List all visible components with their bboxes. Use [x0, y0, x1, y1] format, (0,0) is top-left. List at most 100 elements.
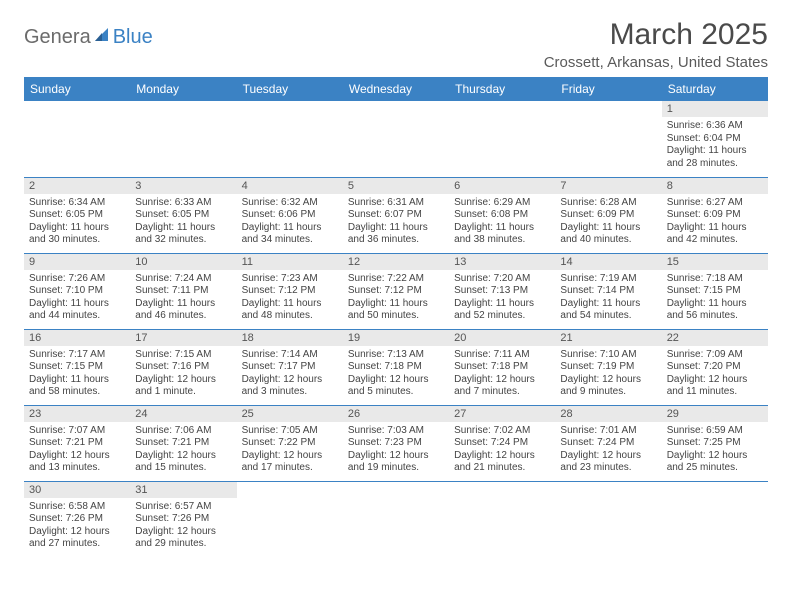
day-dl: Daylight: 12 hours and 7 minutes. — [454, 374, 550, 399]
calendar-day-cell — [343, 101, 449, 177]
day-ss: Sunset: 7:16 PM — [135, 361, 231, 374]
day-details: Sunrise: 6:58 AMSunset: 7:26 PMDaylight:… — [24, 498, 130, 555]
day-details: Sunrise: 7:15 AMSunset: 7:16 PMDaylight:… — [130, 346, 236, 403]
page-header: Genera Blue March 2025 Crossett, Arkansa… — [24, 18, 768, 71]
calendar-day-cell: 19Sunrise: 7:13 AMSunset: 7:18 PMDayligh… — [343, 329, 449, 405]
day-number: 22 — [662, 330, 768, 346]
day-ss: Sunset: 7:12 PM — [348, 285, 444, 298]
day-number: 1 — [662, 101, 768, 117]
day-number: 8 — [662, 178, 768, 194]
day-details: Sunrise: 7:22 AMSunset: 7:12 PMDaylight:… — [343, 270, 449, 327]
calendar-body: 1Sunrise: 6:36 AMSunset: 6:04 PMDaylight… — [24, 101, 768, 557]
day-details: Sunrise: 6:27 AMSunset: 6:09 PMDaylight:… — [662, 194, 768, 251]
day-details: Sunrise: 7:10 AMSunset: 7:19 PMDaylight:… — [555, 346, 661, 403]
calendar-day-cell — [449, 481, 555, 557]
calendar-day-cell: 26Sunrise: 7:03 AMSunset: 7:23 PMDayligh… — [343, 405, 449, 481]
day-sr: Sunrise: 6:33 AM — [135, 197, 231, 210]
day-dl: Daylight: 11 hours and 42 minutes. — [667, 222, 763, 247]
day-details: Sunrise: 7:09 AMSunset: 7:20 PMDaylight:… — [662, 346, 768, 403]
day-ss: Sunset: 6:05 PM — [29, 209, 125, 222]
day-sr: Sunrise: 7:14 AM — [242, 349, 338, 362]
day-details: Sunrise: 7:17 AMSunset: 7:15 PMDaylight:… — [24, 346, 130, 403]
day-sr: Sunrise: 6:27 AM — [667, 197, 763, 210]
day-dl: Daylight: 11 hours and 28 minutes. — [667, 145, 763, 170]
calendar-day-cell — [237, 481, 343, 557]
calendar-day-cell: 11Sunrise: 7:23 AMSunset: 7:12 PMDayligh… — [237, 253, 343, 329]
day-details: Sunrise: 7:23 AMSunset: 7:12 PMDaylight:… — [237, 270, 343, 327]
day-details: Sunrise: 7:14 AMSunset: 7:17 PMDaylight:… — [237, 346, 343, 403]
day-details: Sunrise: 6:34 AMSunset: 6:05 PMDaylight:… — [24, 194, 130, 251]
day-dl: Daylight: 12 hours and 13 minutes. — [29, 450, 125, 475]
weekday-header-row: SundayMondayTuesdayWednesdayThursdayFrid… — [24, 77, 768, 101]
day-ss: Sunset: 7:23 PM — [348, 437, 444, 450]
calendar-day-cell: 5Sunrise: 6:31 AMSunset: 6:07 PMDaylight… — [343, 177, 449, 253]
day-ss: Sunset: 7:24 PM — [454, 437, 550, 450]
day-number: 19 — [343, 330, 449, 346]
day-details: Sunrise: 7:13 AMSunset: 7:18 PMDaylight:… — [343, 346, 449, 403]
day-number: 25 — [237, 406, 343, 422]
day-number: 10 — [130, 254, 236, 270]
title-block: March 2025 Crossett, Arkansas, United St… — [544, 18, 768, 71]
day-number: 13 — [449, 254, 555, 270]
calendar-day-cell: 18Sunrise: 7:14 AMSunset: 7:17 PMDayligh… — [237, 329, 343, 405]
month-title: March 2025 — [544, 18, 768, 52]
day-dl: Daylight: 12 hours and 15 minutes. — [135, 450, 231, 475]
day-sr: Sunrise: 6:57 AM — [135, 501, 231, 514]
day-number: 21 — [555, 330, 661, 346]
calendar-day-cell: 20Sunrise: 7:11 AMSunset: 7:18 PMDayligh… — [449, 329, 555, 405]
day-sr: Sunrise: 7:18 AM — [667, 273, 763, 286]
day-number: 30 — [24, 482, 130, 498]
day-sr: Sunrise: 7:24 AM — [135, 273, 231, 286]
day-details: Sunrise: 7:11 AMSunset: 7:18 PMDaylight:… — [449, 346, 555, 403]
day-sr: Sunrise: 7:22 AM — [348, 273, 444, 286]
calendar-day-cell: 30Sunrise: 6:58 AMSunset: 7:26 PMDayligh… — [24, 481, 130, 557]
day-details: Sunrise: 6:59 AMSunset: 7:25 PMDaylight:… — [662, 422, 768, 479]
day-ss: Sunset: 6:08 PM — [454, 209, 550, 222]
day-dl: Daylight: 12 hours and 21 minutes. — [454, 450, 550, 475]
day-sr: Sunrise: 7:07 AM — [29, 425, 125, 438]
day-details: Sunrise: 6:32 AMSunset: 6:06 PMDaylight:… — [237, 194, 343, 251]
day-dl: Daylight: 12 hours and 23 minutes. — [560, 450, 656, 475]
day-dl: Daylight: 12 hours and 27 minutes. — [29, 526, 125, 551]
day-sr: Sunrise: 7:17 AM — [29, 349, 125, 362]
day-dl: Daylight: 11 hours and 58 minutes. — [29, 374, 125, 399]
day-ss: Sunset: 7:14 PM — [560, 285, 656, 298]
day-dl: Daylight: 12 hours and 25 minutes. — [667, 450, 763, 475]
day-number: 7 — [555, 178, 661, 194]
calendar-day-cell: 25Sunrise: 7:05 AMSunset: 7:22 PMDayligh… — [237, 405, 343, 481]
weekday-header: Tuesday — [237, 77, 343, 101]
day-dl: Daylight: 11 hours and 50 minutes. — [348, 298, 444, 323]
day-sr: Sunrise: 7:03 AM — [348, 425, 444, 438]
day-ss: Sunset: 7:15 PM — [667, 285, 763, 298]
day-ss: Sunset: 7:21 PM — [135, 437, 231, 450]
calendar-day-cell: 28Sunrise: 7:01 AMSunset: 7:24 PMDayligh… — [555, 405, 661, 481]
day-number: 12 — [343, 254, 449, 270]
day-number: 3 — [130, 178, 236, 194]
calendar-week-row: 23Sunrise: 7:07 AMSunset: 7:21 PMDayligh… — [24, 405, 768, 481]
day-ss: Sunset: 7:12 PM — [242, 285, 338, 298]
calendar-week-row: 16Sunrise: 7:17 AMSunset: 7:15 PMDayligh… — [24, 329, 768, 405]
day-ss: Sunset: 7:26 PM — [135, 513, 231, 526]
day-details: Sunrise: 6:29 AMSunset: 6:08 PMDaylight:… — [449, 194, 555, 251]
day-number: 2 — [24, 178, 130, 194]
day-number: 4 — [237, 178, 343, 194]
calendar-day-cell: 3Sunrise: 6:33 AMSunset: 6:05 PMDaylight… — [130, 177, 236, 253]
day-dl: Daylight: 11 hours and 40 minutes. — [560, 222, 656, 247]
day-details: Sunrise: 7:05 AMSunset: 7:22 PMDaylight:… — [237, 422, 343, 479]
calendar-day-cell — [555, 481, 661, 557]
logo-text-part1: Genera — [24, 26, 91, 49]
weekday-header: Friday — [555, 77, 661, 101]
day-dl: Daylight: 11 hours and 44 minutes. — [29, 298, 125, 323]
day-dl: Daylight: 12 hours and 3 minutes. — [242, 374, 338, 399]
day-dl: Daylight: 12 hours and 29 minutes. — [135, 526, 231, 551]
calendar-day-cell: 14Sunrise: 7:19 AMSunset: 7:14 PMDayligh… — [555, 253, 661, 329]
day-sr: Sunrise: 7:05 AM — [242, 425, 338, 438]
calendar-day-cell: 7Sunrise: 6:28 AMSunset: 6:09 PMDaylight… — [555, 177, 661, 253]
day-ss: Sunset: 6:07 PM — [348, 209, 444, 222]
day-number: 27 — [449, 406, 555, 422]
calendar-day-cell: 12Sunrise: 7:22 AMSunset: 7:12 PMDayligh… — [343, 253, 449, 329]
day-details: Sunrise: 6:33 AMSunset: 6:05 PMDaylight:… — [130, 194, 236, 251]
day-sr: Sunrise: 7:26 AM — [29, 273, 125, 286]
day-ss: Sunset: 7:15 PM — [29, 361, 125, 374]
day-dl: Daylight: 12 hours and 5 minutes. — [348, 374, 444, 399]
